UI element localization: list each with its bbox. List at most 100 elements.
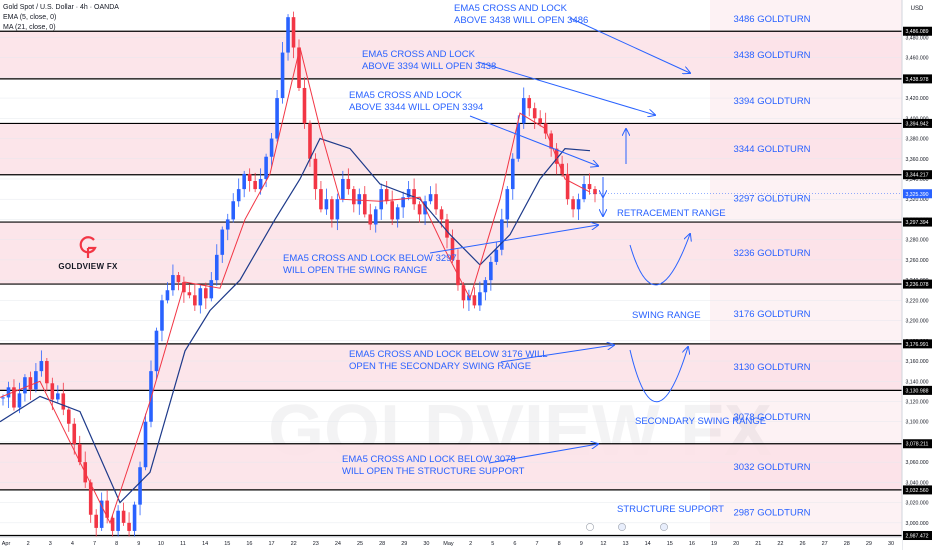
price-tick-label: 3,220.000	[905, 298, 928, 304]
candle-body	[439, 209, 444, 220]
candle-body	[132, 504, 137, 531]
time-tick-label: 11	[180, 541, 186, 547]
price-tick-label: 3,260.000	[905, 258, 928, 264]
economic-event-icon[interactable]	[586, 523, 594, 531]
candle-body	[308, 123, 312, 159]
level-price-tag	[903, 385, 932, 395]
time-tick-label: 17	[268, 541, 274, 547]
time-tick-label: 21	[755, 541, 761, 547]
candle-body	[165, 290, 170, 301]
candle-body	[258, 178, 263, 190]
candlesticks	[1, 11, 597, 542]
candle-body	[313, 158, 318, 190]
candle-body	[505, 189, 510, 220]
candle-body	[500, 219, 504, 250]
goldturn-label: 3078 GOLDTURN	[733, 412, 810, 423]
goldturn-label: 3176 GOLDTURN	[733, 309, 810, 320]
level-price-label: 3,078.211	[906, 442, 929, 448]
time-axis[interactable]: Apr 2 3 4 7 8 9 10 11 14 15 16 17 22 23 24 25 28 29 30 May 2 5…	[0, 536, 902, 550]
candle-body	[472, 295, 477, 306]
price-tick-label: 3,120.000	[905, 399, 928, 405]
candle-body	[587, 184, 592, 190]
candle-body	[214, 254, 219, 281]
candle-body	[357, 194, 362, 205]
time-tick-label: 23	[313, 541, 319, 547]
secondary-swing-range-label: SECONDARY SWING RANGE	[635, 416, 766, 427]
annotation-arrow	[500, 345, 614, 363]
annotation-3176-line1: EMA5 CROSS AND LOCK BELOW 3176 WILL	[349, 349, 548, 360]
candle-body	[593, 189, 597, 195]
current-price-label: 3,325.390	[905, 192, 928, 198]
candle-body	[121, 510, 126, 523]
annotation-arrow	[469, 115, 598, 166]
time-tick-label: 3	[49, 541, 52, 547]
symbol-title[interactable]: Gold Spot / U.S. Dollar · 4h · OANDA	[3, 4, 119, 11]
candle-body	[280, 52, 285, 99]
level-price-label: 3,130.988	[905, 388, 928, 394]
level-price-label: 3,032.560	[905, 488, 928, 494]
current-price-tag[interactable]	[903, 189, 932, 199]
candle-body	[138, 467, 142, 505]
annotation-3394-line1: EMA5 CROSS AND LOCK	[362, 49, 476, 60]
goldturn-label: 3394 GOLDTURN	[733, 96, 810, 107]
candle-body	[434, 194, 438, 210]
ma-indicator-label[interactable]: MA (21, close, 0)	[3, 24, 56, 31]
candle-body	[384, 189, 389, 202]
annotation-3297-line1: EMA5 CROSS AND LOCK BELOW 3297	[283, 253, 457, 264]
time-tick-label: 30	[888, 541, 894, 547]
candle-body	[335, 199, 340, 220]
candle-body	[45, 361, 49, 384]
candle-body	[1, 397, 5, 399]
candle-body	[549, 133, 553, 149]
price-tick-label: 3,280.000	[905, 238, 928, 244]
goldturn-label: 2987 GOLDTURN	[733, 508, 810, 519]
ema-5-line	[0, 47, 591, 525]
price-axis[interactable]: USD 3,000.000 3,020.000 3,040.000 3,060.000 3…	[590, 0, 932, 550]
candle-body	[489, 261, 493, 281]
annotation-3344-line2: ABOVE 3344 WILL OPEN 3394	[349, 102, 483, 113]
candle-body	[362, 194, 367, 215]
candle-body	[193, 295, 197, 306]
goldturn-label: 3486 GOLDTURN	[733, 14, 810, 25]
level-price-label: 3,344.217	[905, 173, 928, 179]
goldview-logo-icon	[79, 236, 97, 258]
candle-body	[50, 383, 55, 400]
goldview-logo: GOLDVIEW FX	[58, 234, 118, 271]
candle-body	[368, 214, 373, 225]
goldturn-label: 3297 GOLDTURN	[733, 193, 810, 204]
candle-body	[510, 158, 515, 190]
annotation-arrows	[429, 17, 690, 464]
candle-body	[264, 156, 268, 179]
time-tick-label: 5	[491, 541, 494, 547]
candle-body	[12, 387, 16, 408]
price-tick-label: 3,340.000	[905, 177, 928, 183]
price-tick-label: 3,380.000	[905, 137, 928, 143]
time-tick-label: 16	[246, 541, 252, 547]
candle-body	[17, 393, 22, 408]
ema-indicator-label[interactable]: EMA (5, close, 0)	[3, 14, 57, 21]
time-tick-label: Apr	[2, 541, 11, 547]
chart-legend: Gold Spot / U.S. Dollar · 4h · OANDA EMA…	[3, 3, 119, 33]
candle-body	[571, 199, 575, 210]
candle-body	[77, 443, 82, 463]
level-price-tag	[903, 26, 932, 36]
candle-body	[417, 204, 422, 215]
level-price-label: 3,438.978	[905, 77, 928, 83]
economic-events[interactable]	[586, 523, 668, 531]
candle-body	[330, 199, 334, 220]
candle-body	[291, 17, 296, 48]
candle-body	[187, 292, 192, 296]
candle-body	[341, 178, 345, 200]
level-price-tag	[903, 485, 932, 495]
time-tick-label: 25	[357, 541, 363, 547]
economic-event-icon[interactable]	[618, 523, 626, 531]
candle-body	[445, 219, 449, 238]
price-tick-label: 3,000.000	[905, 521, 928, 527]
economic-event-icon[interactable]	[660, 523, 668, 531]
level-price-label: 3,176.991	[905, 342, 928, 348]
time-tick-label: 24	[335, 541, 341, 547]
candle-body	[231, 201, 236, 220]
time-tick-label: 4	[71, 541, 74, 547]
